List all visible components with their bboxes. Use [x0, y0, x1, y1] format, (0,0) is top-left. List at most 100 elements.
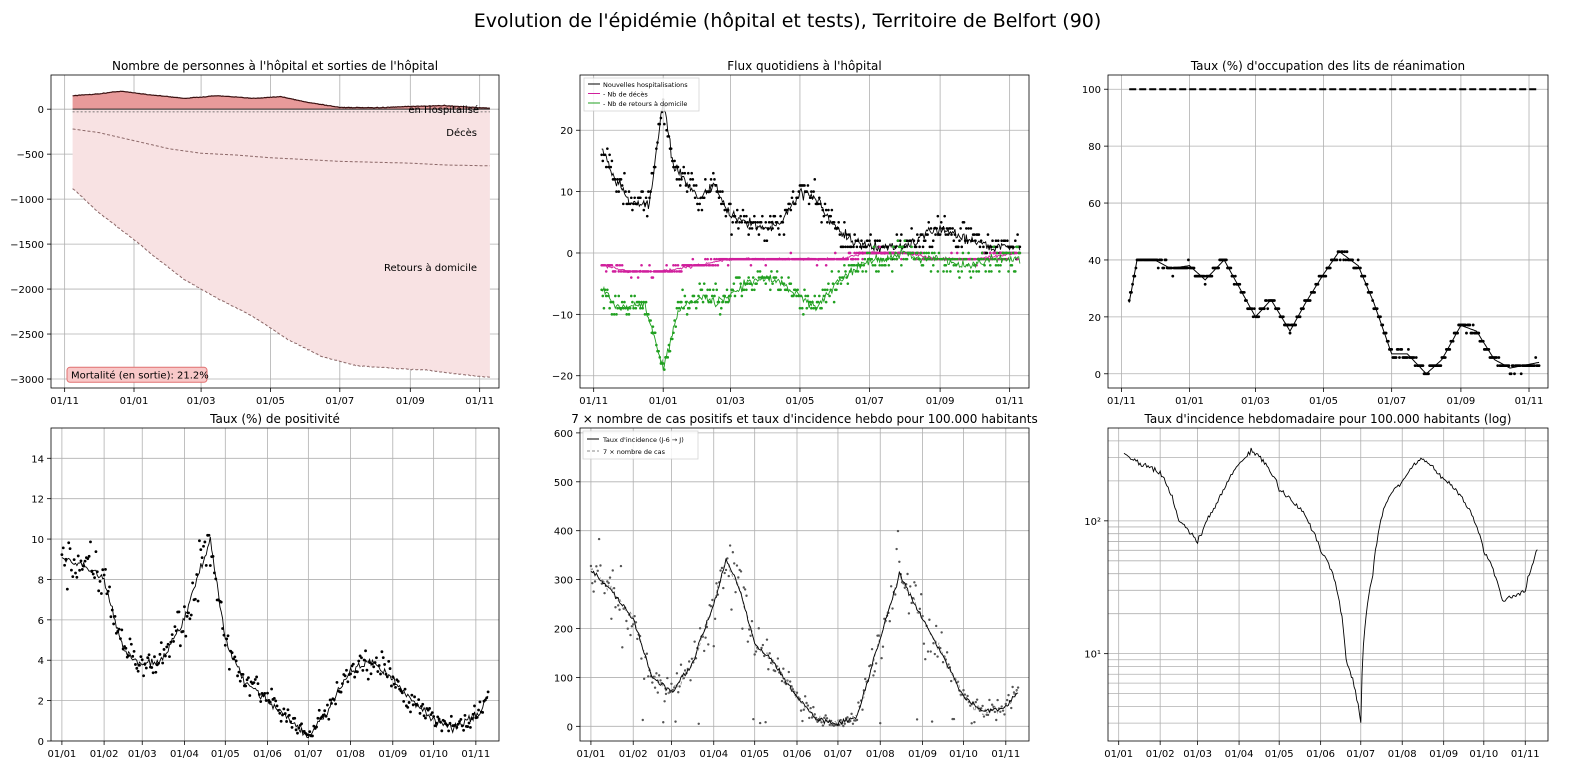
x-tick-label: 01/09: [908, 749, 937, 760]
data-point: [641, 718, 644, 722]
data-point: [600, 153, 603, 157]
plot-area: [580, 428, 1029, 741]
data-point: [285, 720, 288, 723]
data-point: [1511, 364, 1515, 368]
data-point: [941, 661, 945, 664]
data-point: [1003, 239, 1007, 243]
data-point: [678, 184, 682, 187]
data-point: [986, 233, 990, 236]
data-point: [994, 263, 998, 267]
data-point: [623, 171, 626, 175]
data-point: [842, 724, 845, 728]
data-point: [75, 575, 79, 579]
data-point: [802, 708, 806, 711]
data-point: [940, 631, 943, 634]
data-point: [914, 584, 917, 587]
data-point: [300, 722, 303, 726]
data-point: [737, 576, 740, 579]
data-point: [1203, 282, 1207, 286]
data-point: [621, 646, 624, 649]
data-point: [335, 680, 339, 684]
data-point: [188, 617, 192, 621]
data-point: [237, 670, 241, 674]
data-point: [481, 710, 485, 714]
data-point: [282, 707, 286, 711]
y-tick-label: 10: [31, 535, 44, 546]
x-tick-label: 01/11: [995, 396, 1024, 407]
data-point: [833, 251, 837, 255]
data-point: [610, 263, 614, 267]
data-point: [808, 716, 811, 720]
data-point: [406, 705, 410, 709]
data-point: [914, 245, 918, 249]
data-point: [871, 263, 875, 267]
data-point: [697, 294, 700, 298]
data-point: [809, 706, 812, 710]
data-point: [764, 282, 768, 285]
chart-title: Taux d'incidence hebdomadaire pour 100.0…: [1144, 412, 1512, 426]
data-point: [328, 698, 332, 702]
data-point: [979, 239, 983, 243]
data-point: [913, 581, 916, 584]
data-point: [919, 251, 923, 255]
data-point: [648, 263, 651, 267]
data-point: [918, 245, 921, 249]
data-point: [973, 720, 976, 724]
data-point: [986, 713, 990, 717]
data-point: [813, 178, 817, 181]
data-point: [799, 709, 803, 712]
data-point: [663, 122, 666, 126]
data-point: [60, 553, 64, 557]
data-point: [822, 214, 826, 218]
data-point: [136, 669, 140, 673]
data-point: [611, 569, 614, 572]
data-point: [985, 251, 989, 255]
data-point: [931, 263, 935, 267]
data-point: [623, 300, 626, 304]
data-point: [697, 722, 700, 726]
data-point: [1164, 258, 1168, 262]
data-point: [856, 270, 860, 273]
data-point: [714, 282, 717, 285]
data-point: [181, 630, 185, 633]
data-point: [709, 257, 713, 261]
data-point: [463, 714, 467, 717]
data-point: [713, 294, 716, 298]
data-point: [238, 679, 242, 683]
data-point: [745, 214, 748, 218]
data-point: [803, 184, 806, 187]
data-point: [820, 220, 823, 224]
data-point: [757, 627, 760, 630]
data-point: [647, 675, 650, 678]
chart-rea: 01/11 01/01 01/03 01/05 01/07 01/09 01/11 100 80…: [1082, 59, 1549, 407]
data-point: [227, 667, 231, 671]
data-point: [853, 233, 856, 236]
data-point: [714, 263, 717, 267]
data-point: [723, 208, 727, 212]
data-point: [1160, 258, 1164, 262]
x-tick-label: 01/05: [1265, 749, 1294, 760]
data-point: [982, 257, 985, 261]
data-point: [860, 239, 863, 243]
data-point: [1363, 274, 1367, 278]
data-point: [898, 560, 901, 564]
data-point: [950, 679, 953, 683]
data-point: [666, 676, 669, 680]
data-point: [604, 165, 608, 169]
data-point: [895, 233, 899, 236]
y-tick-label: 0: [1095, 370, 1101, 381]
data-point: [806, 294, 810, 298]
data-point: [1016, 686, 1020, 689]
data-point: [823, 288, 827, 292]
data-point: [591, 581, 594, 585]
data-point: [959, 257, 962, 261]
data-point: [1400, 347, 1404, 351]
data-point: [969, 276, 973, 279]
data-point: [200, 556, 204, 560]
data-point: [988, 251, 992, 255]
data-point: [185, 614, 189, 618]
data-point: [763, 654, 766, 658]
data-point: [865, 251, 869, 255]
data-point: [80, 568, 84, 571]
data-point: [629, 294, 633, 298]
